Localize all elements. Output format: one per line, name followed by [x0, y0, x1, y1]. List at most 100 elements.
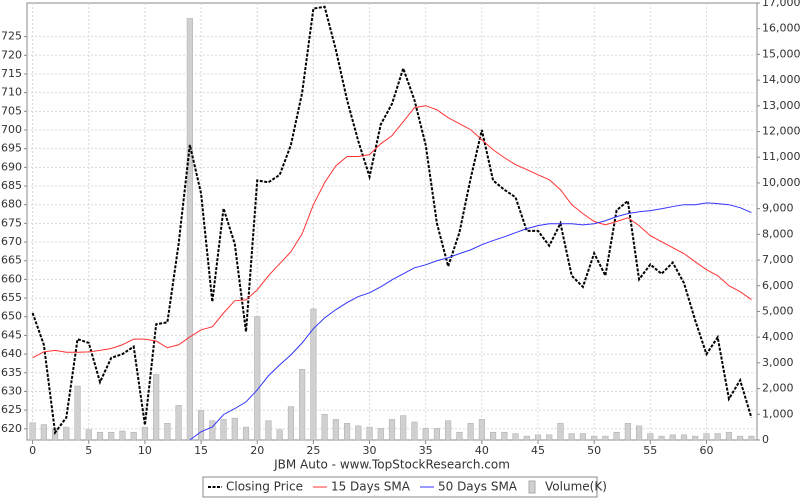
y-tick-label: 685 [1, 179, 22, 192]
volume-bar [108, 432, 115, 441]
volume-bar [186, 18, 193, 441]
volume-bar [164, 423, 171, 441]
y2-tick-label: 12,000 [762, 125, 800, 138]
y2-tick-label: 11,000 [762, 150, 800, 163]
volume-bar [680, 434, 688, 441]
x-tick-label: 50 [587, 444, 601, 457]
legend-label: Volume(K) [545, 480, 607, 494]
y-tick-label: 715 [1, 67, 22, 80]
y-tick-label: 675 [1, 216, 22, 229]
volume-bar [737, 435, 744, 441]
x-tick-label: 40 [475, 444, 489, 457]
volume-bar [85, 429, 92, 441]
volume-bar [400, 415, 407, 441]
y-tick-label: 665 [1, 254, 22, 267]
y-tick-label: 700 [1, 123, 22, 136]
y2-tick-label: 0 [762, 433, 769, 446]
volume-bar [422, 428, 429, 441]
volume-bar [478, 419, 485, 441]
y-tick-label: 705 [1, 104, 22, 117]
volume-bar [377, 428, 384, 441]
x-tick-label: 30 [363, 444, 377, 457]
y2-tick-label: 14,000 [762, 73, 800, 86]
volume-bar [579, 433, 586, 441]
volume-bar [209, 420, 216, 441]
volume-bar [490, 432, 497, 441]
y2-tick-label: 10,000 [762, 176, 800, 189]
y2-tick-label: 8,000 [762, 227, 794, 240]
x-tick-label: 0 [29, 444, 36, 457]
legend-label: 15 Days SMA [331, 480, 411, 494]
legend [202, 476, 598, 498]
volume-bar [40, 424, 47, 441]
y2-tick-label: 13,000 [762, 99, 800, 112]
y-tick-label: 640 [1, 347, 22, 360]
x-tick-label: 20 [250, 444, 264, 457]
y-tick-label: 720 [1, 48, 22, 61]
volume-bar [96, 432, 104, 441]
volume-bar [198, 410, 205, 441]
x-tick-label: 60 [699, 444, 713, 457]
volume-bar [692, 435, 699, 441]
volume-bar [141, 426, 148, 441]
volume-bar [725, 432, 732, 441]
y-tick-label: 725 [1, 30, 22, 43]
line-series [31, 5, 753, 436]
volume-bar [366, 426, 373, 441]
volume-bar [748, 435, 755, 441]
volume-bar [714, 433, 721, 441]
volume-bar [658, 435, 665, 441]
volume-bar [433, 428, 440, 441]
volume-bar [332, 419, 339, 441]
volume-bar [153, 374, 160, 441]
volume-bar [703, 433, 710, 441]
volume-bar [63, 426, 70, 441]
y-tick-label: 655 [1, 291, 22, 304]
volume-bar [242, 426, 250, 441]
x-tick-label: 55 [643, 444, 657, 457]
x-tick-label: 5 [85, 444, 92, 457]
y-tick-label: 690 [1, 160, 22, 173]
y-tick-label: 710 [1, 86, 22, 99]
volume-bar [299, 369, 306, 441]
y2-tick-label: 5,000 [762, 304, 794, 317]
volume-bar [344, 423, 351, 441]
volume-bar [636, 425, 643, 441]
volume-bar [467, 423, 474, 441]
y2-tick-label: 9,000 [762, 202, 794, 215]
chart-title: JBM Auto - www.TopStockResearch.com [273, 458, 510, 472]
volume-bar [388, 419, 396, 441]
volume-bar [602, 435, 609, 441]
y2-tick-label: 6,000 [762, 279, 794, 292]
x-tick-label: 10 [138, 444, 152, 457]
y2-tick-label: 2,000 [762, 382, 794, 395]
volume-bar [546, 434, 553, 441]
volume-bar [119, 430, 126, 441]
volume-bar [175, 405, 182, 441]
legend-label: 50 Days SMA [438, 480, 518, 494]
volume-bar [220, 419, 227, 441]
volume-bar [534, 434, 542, 441]
line-series [189, 202, 752, 441]
y-tick-label: 650 [1, 310, 22, 323]
volume-bar [29, 422, 36, 441]
volume-bar [512, 433, 519, 441]
volume-bar [411, 421, 418, 441]
volume-bar [647, 433, 654, 441]
y-tick-label: 695 [1, 142, 22, 155]
y-tick-label: 670 [1, 235, 22, 248]
volume-bar [591, 435, 598, 441]
volume-bar [624, 423, 631, 441]
y-tick-label: 680 [1, 198, 22, 211]
y-tick-label: 645 [1, 328, 22, 341]
y-tick-label: 660 [1, 272, 22, 285]
y2-tick-label: 7,000 [762, 253, 794, 266]
volume-bar [254, 316, 261, 441]
legend-swatch [528, 480, 536, 494]
y-tick-label: 635 [1, 366, 22, 379]
volume-bar [501, 432, 508, 441]
line-series [32, 105, 752, 359]
volume-bar [130, 432, 137, 441]
y2-tick-label: 4,000 [762, 330, 794, 343]
y-tick-label: 620 [1, 422, 22, 435]
